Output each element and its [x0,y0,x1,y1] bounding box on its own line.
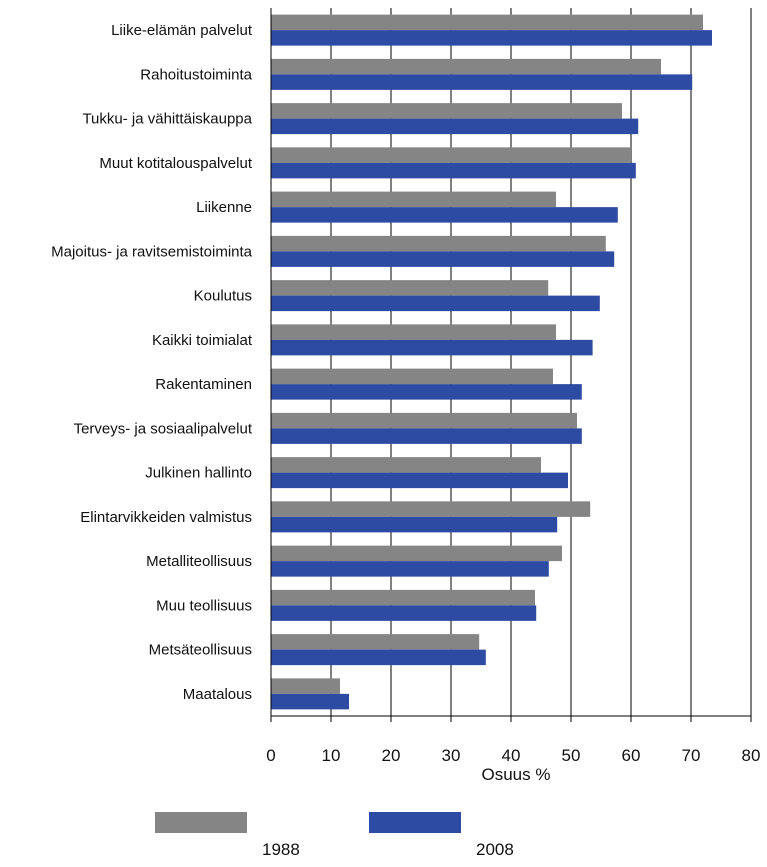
category-label: Elintarvikkeiden valmistus [80,509,252,526]
category-label: Maatalous [183,686,252,703]
category-label: Tukku- ja vähittäiskauppa [82,111,252,128]
legend-label-1988: 1988 [262,840,300,859]
category-label: Rakentaminen [155,376,252,393]
bar-2008 [271,561,549,577]
category-label: Terveys- ja sosiaalipalvelut [74,420,253,437]
category-label: Julkinen hallinto [145,465,252,482]
legend-label-2008: 2008 [476,840,514,859]
bar-2008 [271,605,537,621]
x-tick-labels: 0 10 20 30 40 50 60 70 80 [266,746,760,765]
bar-1988 [271,280,549,296]
bar-2008 [271,339,593,356]
bar-1988 [271,501,591,517]
x-tick-label: 80 [742,746,761,765]
bar-1988 [271,324,556,340]
category-label: Metsäteollisuus [149,642,252,659]
bar-2008 [271,384,582,400]
bar-1988 [271,457,541,473]
bar-2008 [271,472,568,489]
legend: 1988 2008 [155,812,514,859]
category-label: Koulutus [194,288,252,305]
legend-swatch-1988 [155,812,247,833]
category-label: Metalliteollisuus [146,553,252,570]
axes [270,8,752,722]
bar-2008 [271,649,486,666]
bar-2008 [271,74,693,90]
x-tick-label: 0 [266,746,275,765]
x-tick-label: 20 [382,746,401,765]
bar-1988 [271,58,661,75]
bars [271,14,712,710]
bar-2008 [271,30,712,46]
bar-2008 [271,207,618,223]
bar-2008 [271,516,558,533]
category-label: Kaikki toimialat [152,332,253,349]
x-tick-label: 30 [442,746,461,765]
x-tick-label: 40 [502,746,521,765]
x-tick-label: 50 [562,746,581,765]
bar-1988 [271,235,606,252]
bar-2008 [271,251,615,267]
bar-1988 [271,634,480,650]
bar-1988 [271,589,535,606]
bar-2008 [271,162,636,179]
x-tick-label: 10 [322,746,341,765]
bar-1988 [271,545,562,562]
bar-2008 [271,118,639,135]
bar-2008 [271,693,349,710]
category-label: Majoitus- ja ravitsemistoiminta [51,243,253,260]
bar-1988 [271,147,631,163]
bar-1988 [271,368,553,385]
bar-1988 [271,103,622,119]
bar-1988 [271,412,577,429]
bar-1988 [271,191,556,208]
x-axis-title: Osuus % [482,765,551,784]
category-labels: Liike-elämän palvelut Rahoitustoiminta Tuk… [51,22,253,703]
category-label: Rahoitustoiminta [140,66,252,83]
x-tick-label: 60 [622,746,641,765]
bar-1988 [271,678,340,694]
bar-2008 [271,428,582,444]
category-label: Liikenne [196,199,252,216]
x-tick-label: 70 [682,746,701,765]
bar-1988 [271,14,703,31]
category-label: Liike-elämän palvelut [111,22,253,39]
bar-2008 [271,295,600,312]
legend-swatch-2008 [369,812,461,833]
category-label: Muu teollisuus [156,597,252,614]
category-label: Muut kotitalouspalvelut [99,155,252,172]
